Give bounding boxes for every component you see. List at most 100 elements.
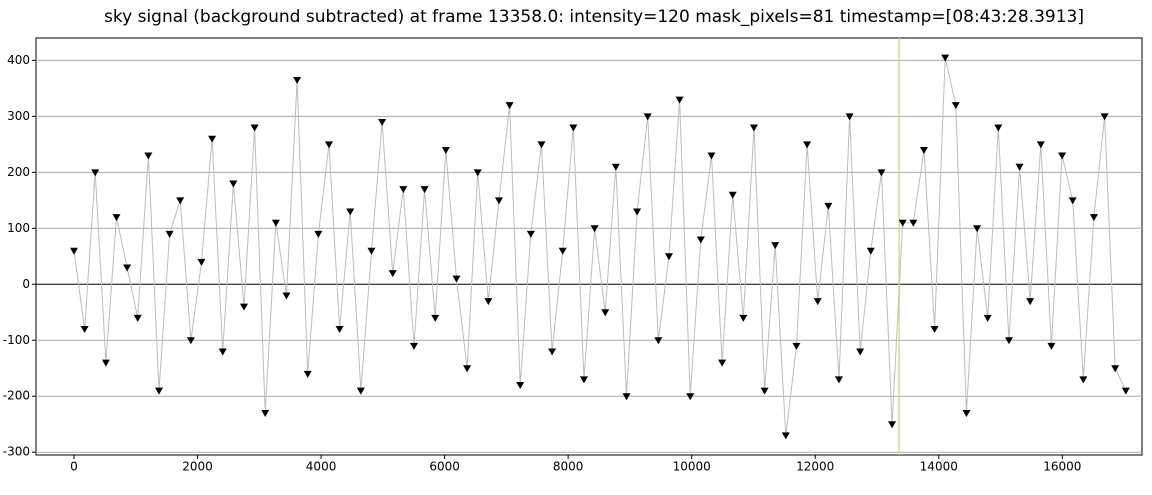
marker (388, 270, 397, 278)
marker (569, 124, 578, 132)
y-tick-label: 200 (7, 165, 30, 179)
marker (1058, 152, 1067, 160)
marker (558, 247, 567, 255)
marker (1121, 387, 1130, 395)
marker (1004, 337, 1013, 345)
marker (133, 314, 142, 322)
marker (611, 163, 620, 171)
x-tick-label: 12000 (796, 460, 834, 474)
marker (420, 186, 429, 194)
y-tick-label: 300 (7, 109, 30, 123)
marker (1047, 342, 1056, 350)
marker (824, 202, 833, 210)
marker (739, 314, 748, 322)
marker (919, 146, 928, 154)
x-tick-label: 6000 (429, 460, 460, 474)
y-tick-label: 100 (7, 221, 30, 235)
marker (271, 219, 280, 227)
marker (112, 214, 121, 222)
marker (516, 382, 525, 390)
marker (1111, 365, 1120, 373)
y-tick-label: -100 (3, 333, 30, 347)
marker (176, 197, 185, 205)
marker (1068, 197, 1077, 205)
x-tick-label: 0 (70, 460, 78, 474)
marker (346, 208, 355, 216)
y-tick-label: 0 (22, 277, 30, 291)
marker (165, 230, 174, 238)
marker (250, 124, 259, 132)
marker (101, 359, 110, 367)
marker (781, 432, 790, 440)
marker (154, 387, 163, 395)
marker (91, 169, 100, 177)
marker (962, 410, 971, 418)
marker (431, 314, 440, 322)
marker (1100, 113, 1109, 121)
marker (197, 258, 206, 266)
marker (80, 326, 89, 334)
marker (866, 247, 875, 255)
marker (792, 342, 801, 350)
chart-title: sky signal (background subtracted) at fr… (104, 7, 1084, 27)
marker (1089, 214, 1098, 222)
marker (941, 54, 950, 62)
marker (473, 169, 482, 177)
marker (282, 292, 291, 300)
marker (813, 298, 822, 306)
marker (537, 141, 546, 149)
x-tick-label: 14000 (920, 460, 958, 474)
marker (526, 230, 535, 238)
marker (239, 303, 248, 311)
marker (399, 186, 408, 194)
marker (654, 337, 663, 345)
marker (877, 169, 886, 177)
marker (505, 102, 514, 110)
marker (643, 113, 652, 121)
marker (409, 342, 418, 350)
marker (484, 298, 493, 306)
y-tick-label: -200 (3, 389, 30, 403)
marker (144, 152, 153, 160)
marker (686, 393, 695, 401)
marker (548, 348, 557, 356)
y-tick-label: 400 (7, 53, 30, 67)
marker (664, 253, 673, 261)
marker (973, 225, 982, 233)
marker (749, 124, 758, 132)
signal-line (73, 57, 1127, 436)
x-tick-label: 16000 (1043, 460, 1081, 474)
marker (994, 124, 1003, 132)
x-tick-label: 2000 (182, 460, 213, 474)
marker (1026, 298, 1035, 306)
marker (696, 236, 705, 244)
marker (983, 314, 992, 322)
marker (633, 208, 642, 216)
marker (909, 219, 918, 227)
marker (1036, 141, 1045, 149)
marker (123, 264, 132, 272)
marker (1015, 163, 1024, 171)
marker (856, 348, 865, 356)
marker (463, 365, 472, 373)
marker (378, 118, 387, 126)
marker (293, 76, 302, 84)
marker (441, 146, 450, 154)
x-tick-label: 10000 (673, 460, 711, 474)
x-tick-label: 4000 (306, 460, 337, 474)
marker (930, 326, 939, 334)
marker (590, 225, 599, 233)
marker (367, 247, 376, 255)
marker (728, 191, 737, 199)
marker (324, 141, 333, 149)
marker (69, 247, 78, 255)
marker (845, 113, 854, 121)
plot-frame (35, 37, 1143, 456)
y-tick-label: -300 (3, 445, 30, 459)
marker (601, 309, 610, 317)
marker (675, 96, 684, 104)
marker (951, 102, 960, 110)
marker (760, 387, 769, 395)
x-tick-label: 8000 (553, 460, 584, 474)
marker (314, 230, 323, 238)
